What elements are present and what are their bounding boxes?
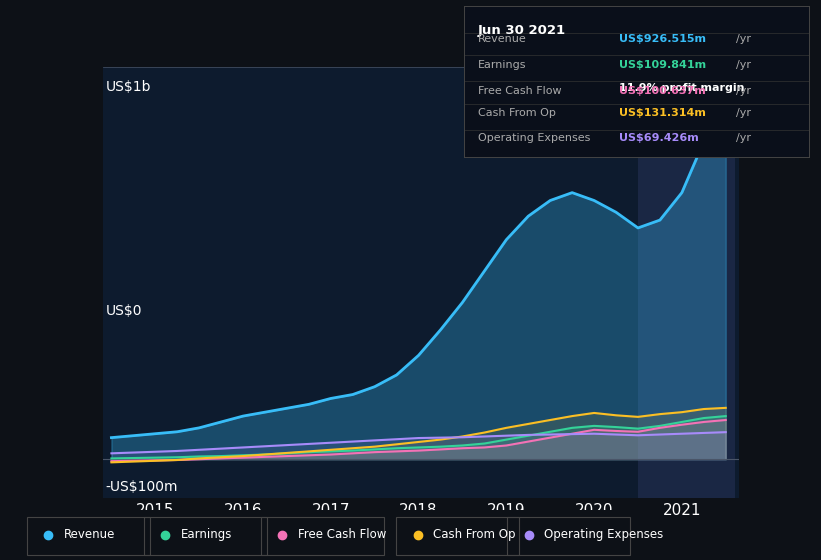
Text: US$131.314m: US$131.314m [619, 109, 706, 118]
Text: Revenue: Revenue [478, 34, 526, 44]
Text: US$109.841m: US$109.841m [619, 60, 706, 70]
Text: /yr: /yr [736, 109, 751, 118]
Text: Earnings: Earnings [181, 528, 232, 542]
Text: -US$100m: -US$100m [106, 480, 178, 494]
Text: Revenue: Revenue [64, 528, 115, 542]
Bar [638, 67, 735, 498]
Text: Operating Expenses: Operating Expenses [478, 133, 590, 143]
Text: Cash From Op: Cash From Op [478, 109, 556, 118]
Text: Free Cash Flow: Free Cash Flow [478, 86, 562, 96]
Text: US$100.637m: US$100.637m [619, 86, 706, 96]
Text: /yr: /yr [736, 34, 751, 44]
Text: Free Cash Flow: Free Cash Flow [298, 528, 386, 542]
Text: US$1b: US$1b [106, 80, 151, 94]
Text: US$0: US$0 [106, 304, 142, 318]
Text: US$926.515m: US$926.515m [619, 34, 706, 44]
Text: Operating Expenses: Operating Expenses [544, 528, 663, 542]
Text: /yr: /yr [736, 60, 751, 70]
Text: 11.9% profit margin: 11.9% profit margin [619, 83, 745, 93]
Text: /yr: /yr [736, 86, 751, 96]
Text: Jun 30 2021: Jun 30 2021 [478, 24, 566, 37]
Text: Earnings: Earnings [478, 60, 526, 70]
Text: /yr: /yr [736, 133, 751, 143]
Text: Cash From Op: Cash From Op [433, 528, 516, 542]
Text: US$69.426m: US$69.426m [619, 133, 699, 143]
